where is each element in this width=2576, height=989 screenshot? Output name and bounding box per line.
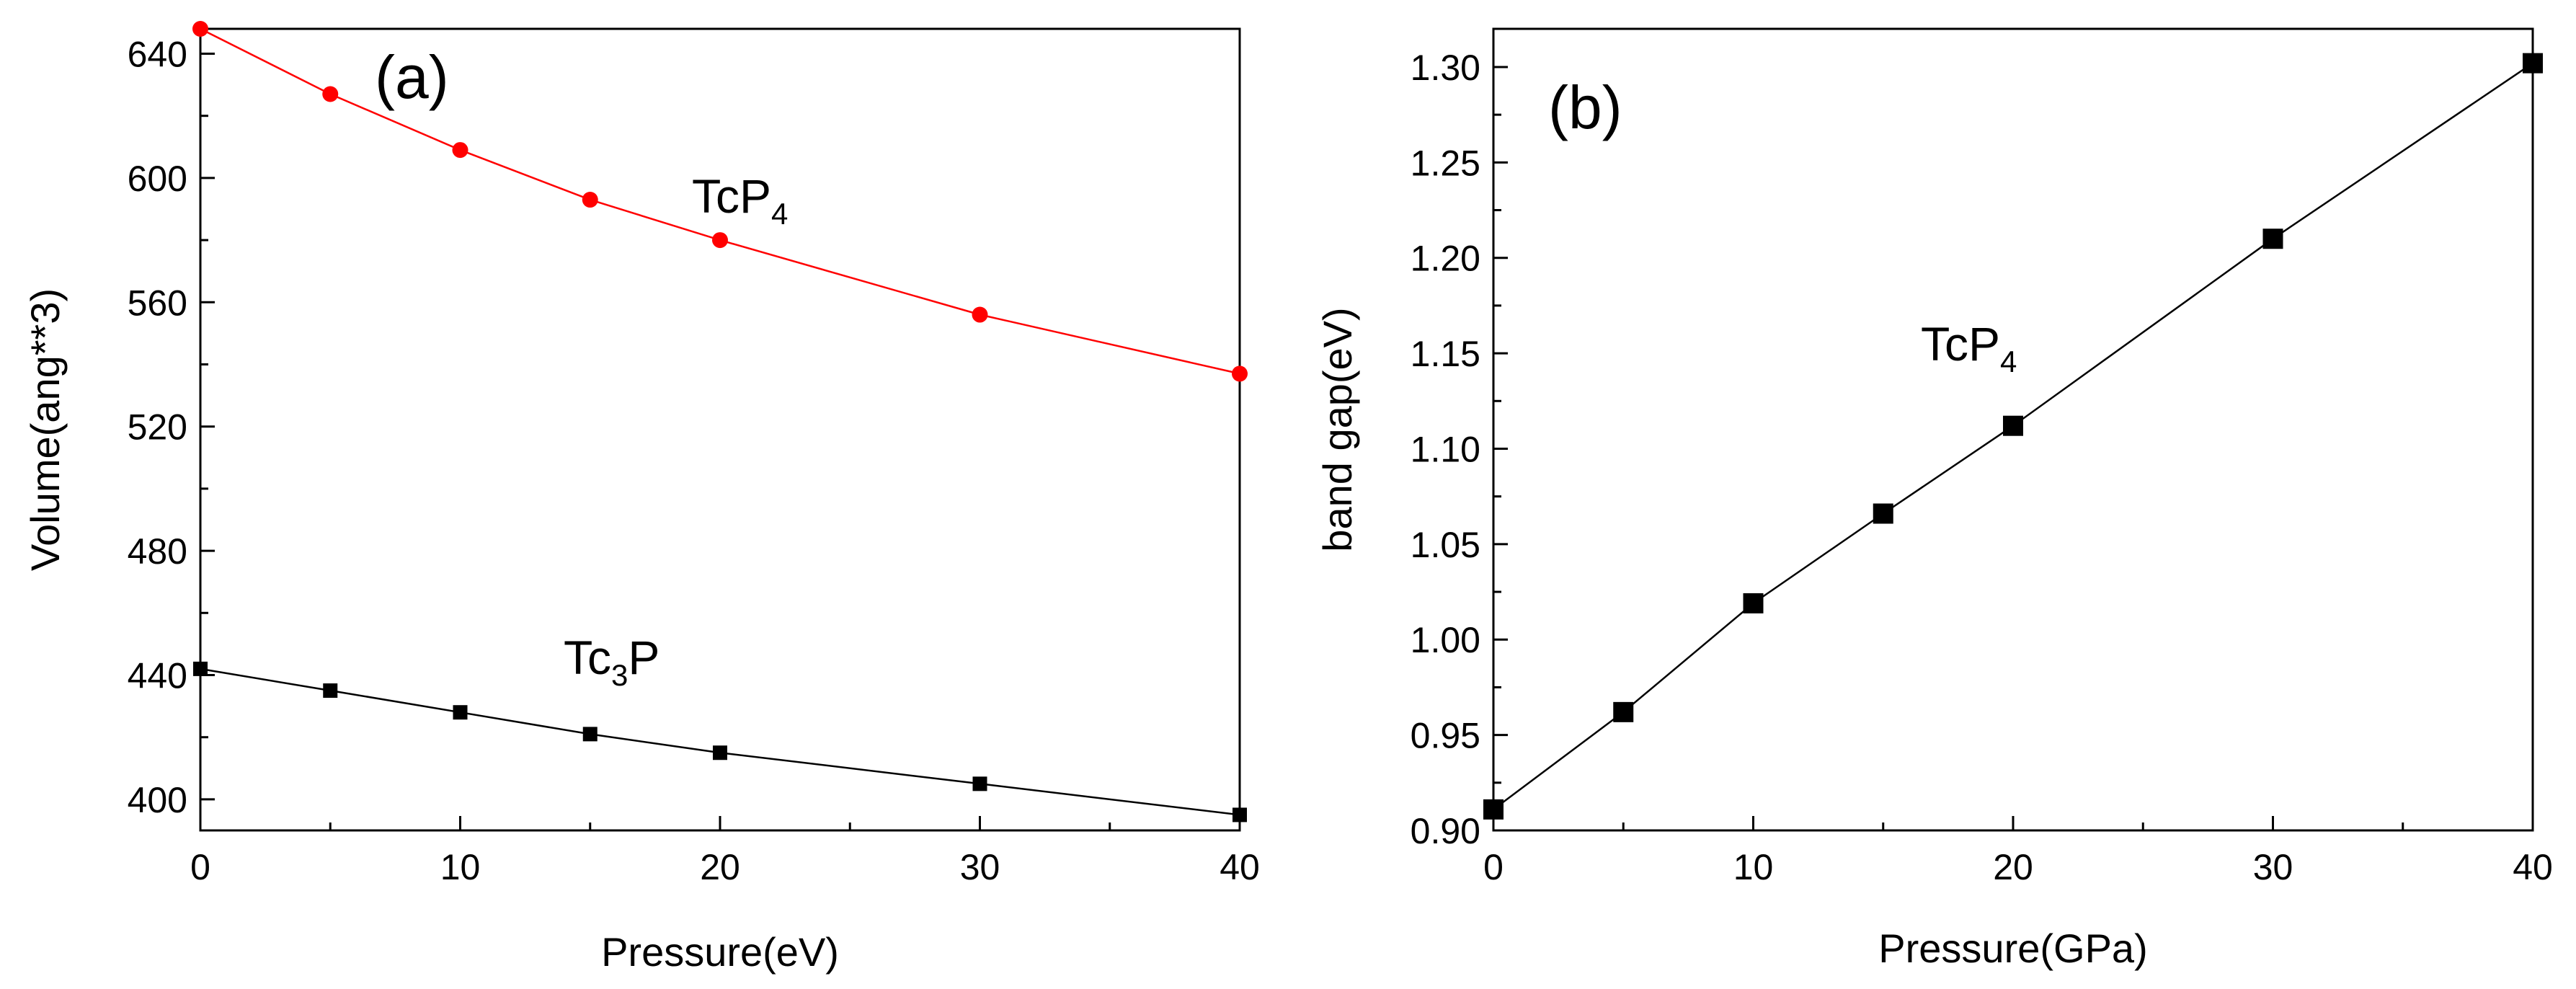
- x-tick-label: 30: [960, 847, 1000, 887]
- series-label-tc3p-a: Tc3P: [564, 631, 659, 692]
- x-tick-label: 20: [700, 847, 740, 887]
- x-tick-label: 20: [1993, 847, 2033, 887]
- series-line-tc3p: [200, 668, 1240, 816]
- data-point-tcp4: [452, 142, 468, 159]
- data-point-tcp4: [582, 192, 598, 208]
- data-point-tc3p: [713, 745, 727, 760]
- panel-b-ticks: 0 10 20 30 40 0.90 0.95 1.00 1.05 1.10 1.15 1.20 1.2…: [1411, 48, 2553, 887]
- panel-b-y-axis-title: band gap(eV): [1315, 307, 1360, 551]
- series-line-tcp4: [1493, 62, 2533, 810]
- y-tick-label: 0.95: [1411, 716, 1480, 756]
- panel-a-series-lines: [200, 27, 1240, 816]
- panel-a-volume-chart: 0 10 20 30 40 400 440 480 520 560 600 640 (a) Press…: [22, 21, 1260, 975]
- panel-b-band-gap-chart: 0 10 20 30 40 0.90 0.95 1.00 1.05 1.10 1.15 1.20 1.2…: [1315, 27, 2553, 971]
- data-point-tcp4: [1483, 799, 1504, 820]
- series-label-tcp4-a: TcP4: [692, 169, 788, 231]
- panel-a-ticks: 0 10 20 30 40 400 440 480 520 560 600 640: [128, 34, 1260, 887]
- data-point-tc3p: [1233, 807, 1247, 822]
- panel-a-y-axis-title: Volume(ang**3): [22, 288, 68, 571]
- data-point-tcp4: [1743, 593, 1764, 613]
- y-tick-label: 640: [128, 34, 187, 74]
- data-point-tc3p: [193, 661, 208, 676]
- y-tick-label: 480: [128, 531, 187, 572]
- panel-a-x-axis-title: Pressure(eV): [601, 929, 839, 975]
- y-tick-label: 1.20: [1411, 239, 1480, 279]
- series-label-tcp4-b: TcP4: [1921, 317, 2017, 378]
- data-point-tcp4: [712, 232, 728, 249]
- data-point-tcp4: [972, 306, 988, 323]
- y-tick-label: 1.10: [1411, 429, 1480, 469]
- data-point-tc3p: [582, 727, 598, 742]
- y-tick-label: 600: [128, 159, 187, 199]
- y-tick-label: 1.25: [1411, 143, 1480, 183]
- data-point-tcp4: [322, 86, 339, 102]
- y-tick-label: 1.00: [1411, 620, 1480, 660]
- x-tick-label: 0: [190, 847, 210, 887]
- data-point-tcp4: [2523, 53, 2543, 74]
- panel-a-plot-frame: [199, 27, 1241, 832]
- panel-a-label: (a): [375, 43, 449, 111]
- y-tick-label: 400: [128, 780, 187, 820]
- panel-b-x-axis-title: Pressure(GPa): [1878, 926, 2147, 971]
- data-point-tc3p: [453, 705, 468, 720]
- data-point-tcp4: [1873, 503, 1893, 524]
- y-tick-label: 560: [128, 283, 187, 323]
- data-point-tcp4: [2003, 415, 2023, 436]
- x-tick-label: 30: [2253, 847, 2293, 887]
- data-point-tcp4: [1613, 701, 1634, 722]
- x-tick-label: 0: [1483, 847, 1504, 887]
- y-tick-label: 1.15: [1411, 334, 1480, 374]
- panel-b-label: (b): [1548, 74, 1622, 141]
- data-point-tc3p: [972, 776, 987, 791]
- y-tick-label: 0.90: [1411, 811, 1480, 851]
- y-tick-label: 520: [128, 407, 187, 448]
- data-point-tcp4: [1232, 365, 1248, 382]
- data-point-tc3p: [323, 683, 338, 698]
- y-tick-label: 1.05: [1411, 525, 1480, 565]
- y-tick-label: 440: [128, 655, 187, 696]
- x-tick-label: 40: [1220, 847, 1260, 887]
- panel-b-series-lines: [1493, 62, 2533, 810]
- data-point-tcp4: [192, 21, 208, 37]
- panel-b-data-points: [1483, 53, 2543, 820]
- data-point-tcp4: [2262, 229, 2283, 249]
- x-tick-label: 10: [440, 847, 481, 887]
- panel-a-data-points: [192, 21, 1248, 822]
- y-tick-label: 1.30: [1411, 48, 1480, 88]
- x-tick-label: 40: [2513, 847, 2553, 887]
- x-tick-label: 10: [1733, 847, 1774, 887]
